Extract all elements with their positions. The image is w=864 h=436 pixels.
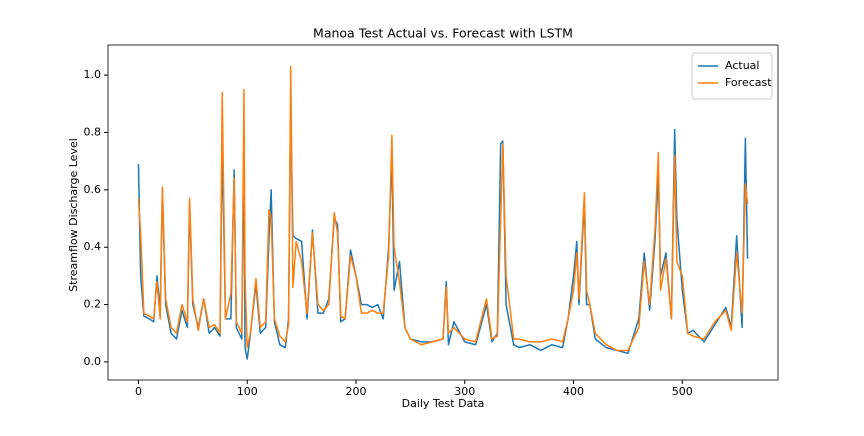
plot-frame: [107, 44, 779, 381]
series-line: [137, 65, 749, 352]
y-tick-label: 1.0: [84, 68, 102, 81]
y-tick-label: 0.6: [84, 183, 102, 196]
y-tick-label: 0.2: [84, 298, 102, 311]
y-tick-label: 0.8: [84, 125, 102, 138]
x-tick-label: 300: [454, 385, 475, 398]
legend-label: Forecast: [725, 76, 772, 89]
x-tick-label: 0: [135, 385, 142, 398]
x-tick-label: 400: [563, 385, 584, 398]
chart-title: Manoa Test Actual vs. Forecast with LSTM: [313, 26, 573, 41]
y-tick-label: 0.0: [84, 355, 102, 368]
x-tick-label: 100: [237, 385, 258, 398]
x-tick-label: 200: [345, 385, 366, 398]
y-axis-label: Streamflow Discharge Level: [67, 138, 80, 292]
x-tick-label: 500: [672, 385, 693, 398]
legend-box: [691, 52, 773, 100]
legend: Actual Forecast: [691, 52, 773, 100]
legend-label: Actual: [725, 59, 759, 72]
x-axis-label: Daily Test Data: [402, 397, 485, 410]
y-tick-label: 0.4: [84, 240, 102, 253]
